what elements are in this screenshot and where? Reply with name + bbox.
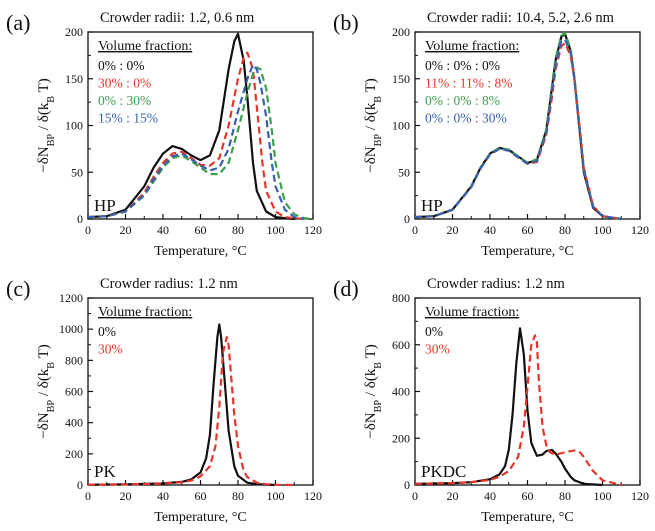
y-tick-label: 100 — [392, 119, 410, 133]
legend-entry-2: 0% : 0% : 8% — [425, 93, 500, 108]
legend-title: Volume fraction: — [98, 305, 192, 320]
legend-title: Volume fraction: — [425, 39, 519, 54]
y-tick-label: 200 — [65, 447, 83, 461]
y-tick-label: 200 — [65, 25, 83, 39]
x-axis-label: Temperature, °C — [154, 510, 246, 525]
y-tick-label: 50 — [398, 165, 410, 179]
x-tick-label: 60 — [195, 223, 207, 237]
y-axis-label: −δNBP / δ(kB T) — [363, 344, 384, 439]
x-tick-label: 20 — [447, 489, 459, 503]
x-tick-label: 0 — [85, 223, 91, 237]
y-tick-label: 200 — [392, 25, 410, 39]
y-tick-label: 100 — [65, 119, 83, 133]
x-tick-label: 40 — [157, 223, 169, 237]
y-tick-label: 0 — [77, 478, 83, 492]
y-axis-label: −δNBP / δ(kB T) — [36, 78, 57, 173]
y-tick-label: 150 — [65, 72, 83, 86]
legend-entry-0: 0% — [98, 324, 116, 339]
legend-entry-3: 0% : 0% : 30% — [425, 111, 507, 126]
series-line-0 — [87, 32, 295, 221]
y-axis-label: −δNBP / δ(kB T) — [363, 78, 384, 173]
series-line-3 — [87, 63, 304, 221]
panel-label: (a) — [6, 10, 30, 35]
y-tick-label: 800 — [65, 353, 83, 367]
series-line-1 — [87, 51, 304, 221]
y-tick-label: 600 — [65, 385, 83, 399]
y-tick-label: 1000 — [59, 322, 83, 336]
legend-entry-3: 15% : 15% — [98, 111, 158, 126]
corner-label: HP — [94, 196, 116, 215]
panel-label: (c) — [6, 276, 30, 301]
y-axis-label: −δNBP / δ(kB T) — [36, 344, 57, 439]
panel-header: Crowder radii: 1.2, 0.6 nm — [100, 10, 255, 26]
corner-label: PKDC — [421, 462, 466, 481]
x-tick-label: 0 — [412, 223, 418, 237]
x-tick-label: 120 — [304, 489, 322, 503]
plot-frame — [87, 297, 314, 486]
corner-label: HP — [421, 196, 443, 215]
legend-entry-1: 30% : 0% — [98, 76, 151, 91]
x-tick-label: 100 — [594, 489, 612, 503]
corner-label: PK — [94, 462, 116, 481]
series-line-0 — [414, 327, 603, 487]
legend-title: Volume fraction: — [98, 39, 192, 54]
x-tick-label: 20 — [447, 223, 459, 237]
y-tick-label: 0 — [404, 212, 410, 226]
series-line-1 — [87, 335, 295, 487]
y-tick-label: 0 — [77, 212, 83, 226]
panel-b: (b) Crowder radii: 10.4, 5.2, 2.6 nm 0 20 40… — [333, 10, 649, 259]
x-tick-label: 40 — [157, 489, 169, 503]
y-tick-label: 400 — [392, 385, 410, 399]
panel-label: (b) — [333, 10, 359, 35]
x-axis-label: Temperature, °C — [154, 244, 246, 259]
x-tick-label: 120 — [631, 223, 649, 237]
y-tick-label: 200 — [392, 431, 410, 445]
legend-entry-0: 0% : 0% : 0% — [425, 58, 500, 73]
panel-d: (d) Crowder radius: 1.2 nm 0 20 40 60 80 100 120… — [333, 276, 649, 525]
x-tick-label: 120 — [304, 223, 322, 237]
x-tick-label: 40 — [484, 489, 496, 503]
legend-entry-0: 0% — [425, 324, 443, 339]
y-tick-label: 800 — [392, 291, 410, 305]
series-line-3 — [414, 38, 622, 221]
legend-entry-1: 30% — [98, 342, 123, 357]
x-tick-label: 80 — [559, 489, 571, 503]
x-tick-label: 80 — [232, 223, 244, 237]
x-tick-label: 80 — [559, 223, 571, 237]
panel-header: Crowder radius: 1.2 nm — [100, 276, 238, 292]
x-tick-label: 20 — [120, 223, 132, 237]
panel-label: (d) — [333, 276, 359, 301]
x-axis-label: Temperature, °C — [481, 244, 573, 259]
y-tick-label: 400 — [65, 416, 83, 430]
x-tick-label: 60 — [522, 489, 534, 503]
y-tick-label: 50 — [71, 165, 83, 179]
panel-c: (c) Crowder radius: 1.2 nm 0 20 40 60 80 100 120… — [6, 276, 322, 525]
y-tick-label: 0 — [404, 478, 410, 492]
legend-entry-0: 0% : 0% — [98, 58, 145, 73]
legend-entry-1: 30% — [425, 342, 450, 357]
x-tick-label: 80 — [232, 489, 244, 503]
x-tick-label: 60 — [195, 489, 207, 503]
x-tick-label: 0 — [412, 489, 418, 503]
x-tick-label: 20 — [120, 489, 132, 503]
x-tick-label: 100 — [594, 223, 612, 237]
x-axis-label: Temperature, °C — [481, 510, 573, 525]
y-tick-label: 1200 — [59, 291, 83, 305]
y-tick-label: 150 — [392, 72, 410, 86]
panel-a: (a) Crowder radii: 1.2, 0.6 nm 0 20 40 60 80 10… — [6, 10, 322, 259]
x-tick-label: 0 — [85, 489, 91, 503]
legend-entry-2: 0% : 30% — [98, 93, 151, 108]
legend-entry-1: 11% : 11% : 8% — [425, 76, 513, 91]
series-line-1 — [414, 334, 622, 487]
panel-header: Crowder radius: 1.2 nm — [427, 276, 565, 292]
panel-header: Crowder radii: 10.4, 5.2, 2.6 nm — [427, 10, 615, 26]
x-tick-label: 40 — [484, 223, 496, 237]
x-tick-label: 60 — [522, 223, 534, 237]
legend-title: Volume fraction: — [425, 305, 519, 320]
y-tick-label: 600 — [392, 338, 410, 352]
x-tick-label: 100 — [267, 223, 285, 237]
x-tick-label: 120 — [631, 489, 649, 503]
x-tick-label: 100 — [267, 489, 285, 503]
